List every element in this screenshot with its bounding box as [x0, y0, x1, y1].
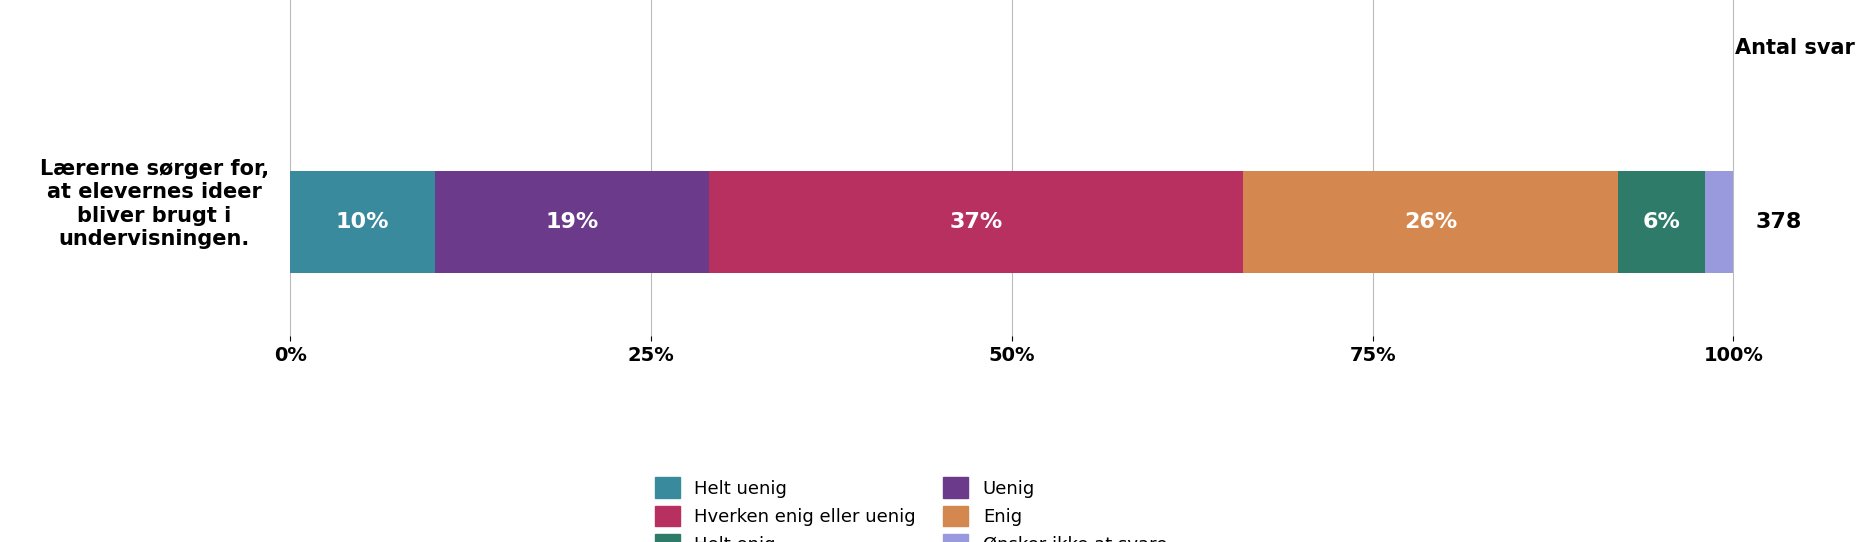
Text: 6%: 6% — [1641, 212, 1680, 232]
Text: Antal svar: Antal svar — [1734, 38, 1854, 58]
Bar — [1704, 171, 1733, 273]
Text: 378: 378 — [1755, 212, 1800, 232]
Bar — [435, 171, 708, 273]
Text: 26%: 26% — [1403, 212, 1457, 232]
Text: 19%: 19% — [545, 212, 597, 232]
Text: 10%: 10% — [335, 212, 390, 232]
Bar — [290, 171, 435, 273]
Bar — [708, 171, 1242, 273]
Text: Lærerne sørger for,
at elevernes ideer
bliver brugt i
undervisningen.: Lærerne sørger for, at elevernes ideer b… — [39, 159, 268, 249]
Legend: Helt uenig, Hverken enig eller uenig, Helt enig, Uenig, Enig, Ønsker ikke at sva: Helt uenig, Hverken enig eller uenig, He… — [646, 470, 1174, 542]
Bar — [1616, 171, 1704, 273]
Text: 37%: 37% — [950, 212, 1002, 232]
Bar — [1242, 171, 1616, 273]
